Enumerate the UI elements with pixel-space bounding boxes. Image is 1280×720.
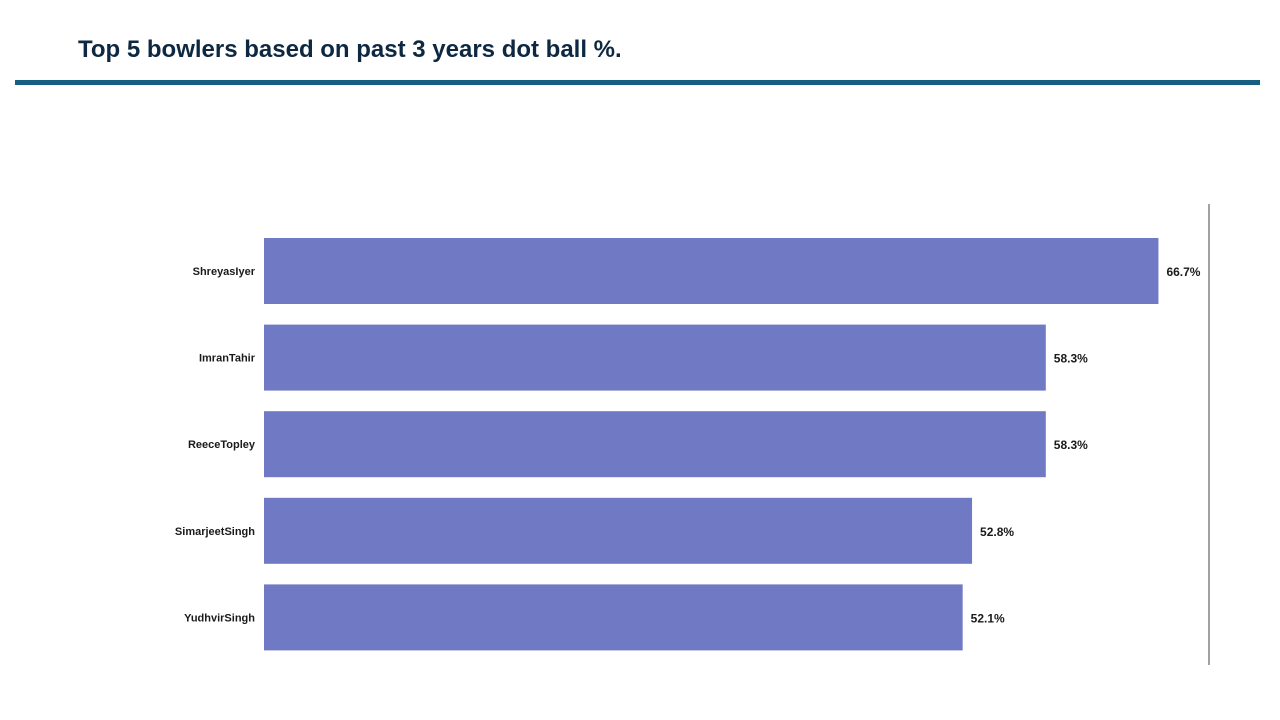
bar-yudhvirsingh (264, 584, 963, 651)
category-label: ReeceTopley (188, 439, 256, 451)
category-label: YudhvirSingh (184, 612, 255, 624)
bar-reecetopley (264, 411, 1046, 478)
value-label: 66.7% (1166, 265, 1200, 279)
value-label: 52.8% (980, 525, 1014, 539)
page-title: Top 5 bowlers based on past 3 years dot … (78, 36, 622, 63)
category-label: ShreyasIyer (193, 266, 256, 278)
value-label: 58.3% (1054, 352, 1088, 366)
value-label: 52.1% (971, 611, 1005, 625)
bar-simarjeetsingh (264, 497, 973, 564)
title-divider (15, 80, 1260, 85)
bar-imrantahir (264, 324, 1046, 391)
category-label: ImranTahir (199, 353, 256, 365)
category-label: SimarjeetSingh (175, 526, 255, 538)
value-label: 58.3% (1054, 438, 1088, 452)
bar-shreyasiyer (264, 238, 1159, 304)
